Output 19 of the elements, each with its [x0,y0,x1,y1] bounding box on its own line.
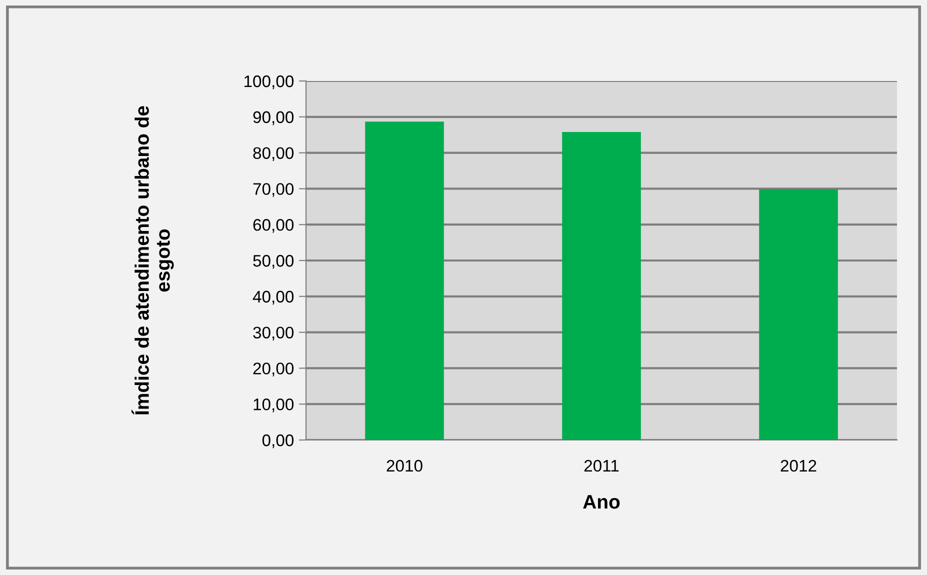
y-tick-label: 10,00 [254,398,294,412]
y-tick-label: 20,00 [253,362,294,376]
x-tick-label: 2012 [780,460,816,472]
y-tick-label: 70,00 [253,183,294,197]
bar [562,132,641,440]
y-tick-label: 90,00 [253,111,294,126]
y-tick-label: 80,00 [253,147,294,161]
y-tick-label: 0,00 [262,434,294,448]
y-tick-label: 30,00 [253,326,294,340]
y-tick-label: 50,00 [253,254,294,269]
y-tick-label: 40,00 [252,290,294,305]
x-tick-label: 2011 [584,460,619,472]
bar [365,122,444,440]
x-tick-label: 2010 [386,460,422,472]
y-axis-title: Ímdice de atendimento urbano de esgoto [131,106,174,415]
bar [759,189,838,440]
y-tick-label: 60,00 [253,219,294,233]
y-tick-label: 100,00 [244,75,294,90]
x-axis-title: Ano [583,495,620,509]
